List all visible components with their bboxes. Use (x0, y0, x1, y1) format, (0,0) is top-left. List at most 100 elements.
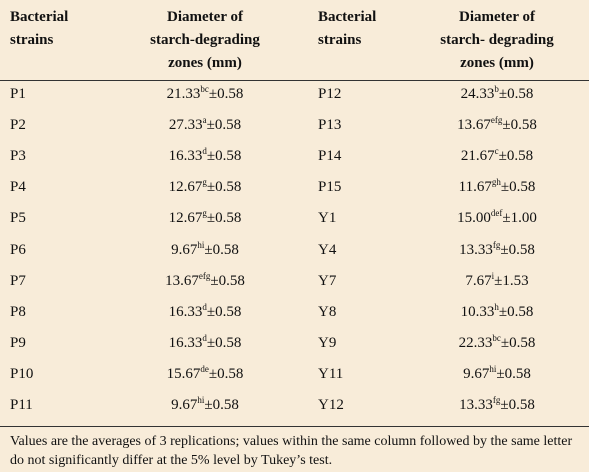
strain-cell: P12 (318, 86, 342, 102)
mean: 16.33 (168, 303, 203, 320)
header-line: Diameter of (167, 9, 243, 25)
sd: ±0.58 (500, 334, 536, 351)
sd: ±0.58 (502, 117, 537, 134)
value-cell: 16.33d±0.58 (105, 333, 305, 352)
mean: 16.33 (168, 148, 203, 165)
sd: ±0.58 (496, 365, 531, 382)
header-cell: Bacterial strains (10, 6, 68, 52)
strain-cell: Y11 (318, 365, 344, 382)
header-line: strains (10, 32, 54, 48)
mean: 13.33 (459, 241, 493, 258)
mean: 9.67 (171, 241, 198, 258)
value-cell: 10.33h±0.58 (397, 302, 589, 321)
value-cell: 13.33fg±0.58 (397, 239, 589, 259)
mean: 11.67 (458, 179, 492, 196)
mean: 15.67 (166, 365, 201, 382)
value-cell: 15.00def±1.00 (397, 208, 589, 227)
strain-cell: Y12 (318, 397, 344, 413)
mean: 15.00 (457, 210, 491, 227)
header-line: starch-degrading (150, 32, 260, 48)
letter-group: def (490, 208, 503, 219)
letter-group: bc (200, 84, 209, 94)
letter-group: hi (197, 395, 205, 405)
header-rule (0, 80, 589, 81)
strain-cell: Y9 (318, 334, 337, 351)
mean: 7.67 (465, 272, 492, 289)
letter-group: hi (489, 363, 497, 374)
value-cell: 27.33a±0.58 (105, 115, 305, 134)
header-cell: Diameter of starch- degrading zones (mm) (397, 6, 589, 75)
sd: ±0.58 (210, 272, 245, 289)
strain-cell: P9 (10, 334, 26, 351)
sd: ±0.58 (204, 241, 239, 258)
letter-group: g (202, 208, 207, 219)
value-cell: 12.67g±0.58 (105, 177, 305, 196)
table-rule (0, 426, 589, 427)
sd: ±0.58 (206, 179, 242, 196)
letter-group: g (202, 177, 207, 188)
sd: ±0.58 (206, 334, 242, 351)
value-cell: 9.67hi±0.58 (105, 239, 305, 259)
letter-group: hi (197, 239, 205, 250)
header-line: zones (mm) (460, 55, 534, 71)
mean: 21.33 (166, 86, 201, 102)
value-cell: 21.33bc±0.58 (105, 84, 305, 103)
mean: 22.33 (458, 334, 493, 351)
strain-cell: Y1 (318, 210, 337, 227)
value-cell: 12.67g±0.58 (105, 208, 305, 227)
strain-cell: P8 (10, 303, 26, 320)
strain-cell: P2 (10, 117, 26, 134)
value-cell: 22.33bc±0.58 (397, 333, 589, 352)
strain-cell: P3 (10, 148, 26, 165)
sd: ±0.58 (500, 179, 536, 196)
sd: ±0.58 (498, 148, 534, 165)
letter-group: i (491, 270, 495, 281)
letter-group: a (202, 115, 207, 126)
sd: ±0.58 (204, 397, 239, 413)
header-line: starch- degrading (440, 32, 554, 48)
value-cell: 7.67i±1.53 (397, 270, 589, 290)
strain-cell: P14 (318, 148, 342, 165)
strain-cell: P11 (10, 397, 33, 413)
mean: 24.33 (460, 86, 495, 102)
letter-group: d (202, 301, 207, 312)
letter-group: de (200, 363, 209, 374)
header-line: Diameter of (459, 9, 535, 25)
header-cell: Bacterial strains (318, 6, 376, 52)
value-cell: 15.67de±0.58 (105, 363, 305, 383)
value-cell: 9.67hi±0.58 (397, 363, 589, 383)
mean: 10.33 (460, 303, 495, 320)
header-line: Bacterial (318, 9, 377, 25)
strain-cell: P5 (10, 210, 26, 227)
letter-group: b (494, 84, 499, 94)
letter-group: d (202, 146, 207, 157)
value-cell: 13.67efg±0.58 (397, 115, 589, 134)
mean: 12.67 (168, 179, 203, 196)
letter-group: gh (491, 177, 501, 188)
footnote: Values are the averages of 3 replication… (10, 434, 573, 468)
sd: ±0.58 (206, 148, 242, 165)
mean: 27.33 (168, 117, 203, 134)
value-cell: 13.33fg±0.58 (397, 396, 589, 414)
strain-cell: P13 (318, 117, 342, 134)
strain-cell: P6 (10, 241, 26, 258)
sd: ±0.58 (498, 303, 534, 320)
strain-cell: P7 (10, 272, 26, 289)
header-cell: Diameter of starch-degrading zones (mm) (105, 6, 305, 75)
sd: ±0.58 (206, 210, 242, 227)
letter-group: fg (492, 239, 501, 250)
strain-cell: P15 (318, 179, 342, 196)
sd: ±0.58 (500, 241, 535, 258)
mean: 12.67 (168, 210, 203, 227)
header-line: Bacterial (10, 9, 69, 25)
mean: 16.33 (168, 334, 203, 351)
mean: 21.67 (460, 148, 495, 165)
sd: ±1.53 (494, 272, 529, 289)
letter-group: efg (490, 115, 503, 126)
sd: ±0.58 (206, 303, 242, 320)
mean: 13.33 (459, 397, 493, 413)
mean: 9.67 (463, 365, 490, 382)
sd: ±0.58 (208, 365, 244, 382)
value-cell: 16.33d±0.58 (105, 146, 305, 165)
